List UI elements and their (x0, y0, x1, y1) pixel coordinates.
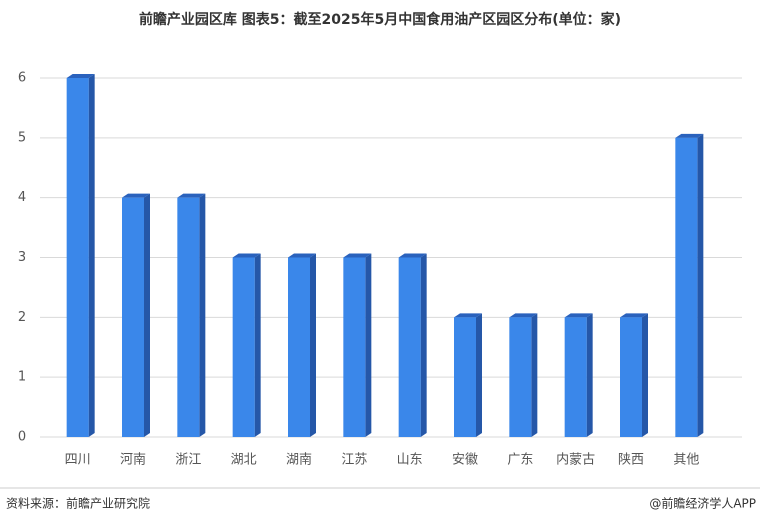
y-tick-label: 0 (18, 430, 26, 445)
bar (177, 197, 200, 437)
y-tick-label: 6 (18, 71, 26, 86)
bar (122, 197, 144, 437)
x-tick-label: 江苏 (341, 452, 367, 468)
bar-top (288, 253, 316, 258)
x-tick-label: 湖南 (286, 452, 312, 468)
y-tick-label: 2 (18, 310, 26, 325)
bar-top (509, 313, 538, 318)
bar-side (310, 253, 316, 437)
bar-top (675, 133, 704, 138)
bar-side (697, 133, 704, 438)
chart-title: 前瞻产业园区库 图表5：截至2025年5月中国食用油产区园区分布(单位：家) (139, 11, 621, 28)
x-tick-label: 其他 (673, 453, 699, 468)
bar-side (642, 313, 648, 437)
bar-top (620, 313, 648, 318)
x-tick-label: 浙江 (175, 453, 201, 468)
bar (620, 317, 642, 437)
bar-side (476, 313, 482, 437)
x-tick-label: 山东 (397, 453, 423, 468)
y-tick-label: 1 (18, 370, 26, 385)
bar-top (564, 313, 593, 318)
y-tick-label: 4 (18, 190, 26, 205)
bar-top (343, 253, 372, 258)
bar-side (88, 74, 95, 437)
x-tick-label: 湖北 (231, 453, 257, 468)
x-tick-label: 内蒙古 (556, 452, 595, 468)
bar-side (254, 253, 261, 437)
bar-side (365, 253, 372, 437)
bar (343, 257, 366, 437)
bar-top (66, 74, 95, 78)
bar (509, 317, 532, 437)
bar-top (454, 313, 482, 318)
bar-side (420, 253, 427, 437)
x-tick-label: 安徽 (452, 453, 478, 468)
x-tick-label: 广东 (507, 453, 533, 468)
bar (66, 78, 89, 437)
source-note: 资料来源：前瞻产业研究院 (6, 496, 150, 511)
bar-top (177, 193, 206, 198)
bar (288, 257, 310, 437)
bar-side (144, 193, 150, 437)
bar (398, 257, 421, 437)
bar (675, 137, 698, 438)
bar-side (199, 193, 206, 437)
bar-top (122, 193, 150, 198)
bar-side (586, 313, 593, 437)
x-tick-label: 陕西 (618, 453, 644, 468)
y-tick-label: 5 (18, 130, 26, 145)
x-tick-label: 四川 (65, 453, 91, 468)
bar-side (531, 313, 538, 437)
bar (232, 257, 255, 437)
bar-top (398, 253, 427, 258)
bar (564, 317, 587, 437)
bar-top (232, 253, 261, 258)
brand-note: @前瞻经济学人APP (649, 496, 756, 511)
x-tick-label: 河南 (120, 452, 146, 468)
y-tick-label: 3 (18, 250, 26, 265)
bar (454, 317, 476, 437)
